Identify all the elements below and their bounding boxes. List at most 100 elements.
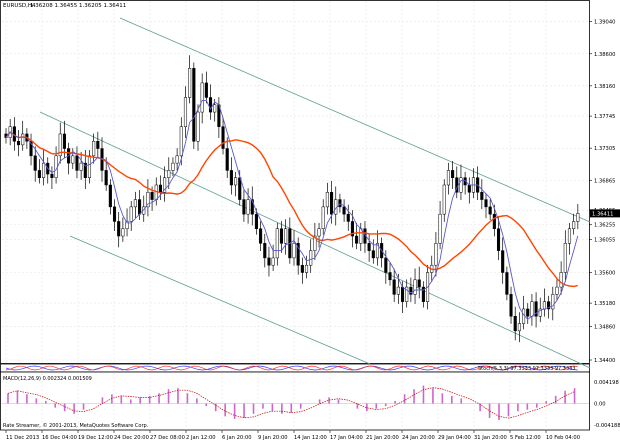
macd-label: MACD(12,26,9) 0.002324 0.001509 — [3, 376, 92, 382]
candle-body — [29, 141, 33, 157]
candle-body — [309, 250, 313, 266]
candle-body — [83, 162, 87, 178]
time-tick-label: 6 Jan 20:00 — [222, 435, 252, 441]
candle-body — [275, 228, 279, 259]
candle-body — [21, 133, 25, 146]
time-tick-label: 29 Jan 04:00 — [438, 435, 471, 441]
stoch-label: Stoch(5,3,3) 97.3333 97.3333 97.3333 — [478, 366, 576, 372]
price-tick-label: 1.34860 — [594, 324, 615, 330]
candle-body — [296, 243, 300, 266]
candle-body — [259, 228, 263, 244]
candle-body — [513, 316, 517, 332]
candle-body — [163, 177, 167, 193]
candle-body — [92, 141, 96, 157]
macd-tick-label: -0.004188 — [594, 423, 620, 429]
candle-body — [375, 243, 380, 259]
candle-body — [409, 286, 413, 295]
candle-body — [104, 170, 108, 186]
candle-body — [551, 294, 555, 310]
time-tick-label: 24 Jan 20:00 — [402, 435, 435, 441]
candle-body — [96, 141, 100, 149]
candle-body — [175, 155, 179, 164]
candle-body — [492, 213, 496, 230]
fast-ma-line — [5, 99, 579, 320]
candle-body — [300, 264, 304, 273]
candle-body — [396, 286, 400, 295]
candle-body — [572, 221, 576, 229]
candle-body — [271, 257, 275, 266]
candle-body — [526, 308, 530, 317]
candle-body — [183, 97, 188, 127]
macd-tick-label: 0.004198 — [594, 380, 619, 386]
candle-body — [438, 213, 442, 244]
time-tick-label: 21 Jan 20:00 — [366, 435, 399, 441]
price-tick-label: 1.36055 — [594, 237, 615, 243]
candle-body — [146, 192, 150, 208]
candle-body — [542, 301, 546, 310]
candle-body — [54, 155, 58, 178]
candle-body — [484, 199, 488, 208]
candle-body — [317, 228, 321, 237]
candle-body — [117, 221, 121, 237]
candle-body — [238, 177, 242, 200]
macd-signal-line — [7, 387, 575, 419]
candle-body — [133, 199, 137, 208]
candle-body — [371, 250, 375, 259]
candle-body — [413, 279, 417, 295]
candle-body — [313, 235, 317, 251]
candle-body — [563, 243, 567, 273]
candle-body — [112, 206, 117, 222]
candle-body — [530, 301, 534, 317]
candle-body — [242, 199, 246, 215]
candle-body — [359, 228, 363, 244]
candle-body — [158, 184, 162, 193]
time-tick-label: 9 Jan 20:00 — [258, 435, 288, 441]
candle-body — [442, 184, 446, 215]
candle-body — [480, 192, 484, 200]
candle-body — [263, 243, 267, 259]
candle-body — [555, 286, 559, 295]
candle-body — [208, 97, 213, 113]
candle-body — [355, 235, 359, 244]
candle-body — [451, 170, 455, 178]
price-tick-label: 1.37745 — [594, 114, 615, 120]
candle-body — [421, 286, 425, 302]
candle-body — [204, 82, 208, 98]
time-tick-label: 19 Dec 12:00 — [78, 435, 113, 441]
candle-body — [225, 148, 229, 171]
candle-body — [496, 228, 501, 251]
candle-body — [179, 126, 183, 157]
price-tick-label: 1.39040 — [594, 20, 615, 26]
candles — [4, 55, 580, 343]
candle-body — [121, 228, 125, 237]
stochastic-indicator — [5, 365, 578, 371]
candle-body — [284, 228, 288, 244]
candle-body — [459, 177, 463, 193]
macd-tick-label: 0.00 — [594, 402, 606, 408]
macd-indicator — [2, 385, 589, 420]
candle-body — [350, 221, 354, 237]
candle-body — [367, 243, 371, 251]
time-tick-label: 27 Dec 08:00 — [150, 435, 185, 441]
candle-body — [330, 192, 334, 215]
candle-body — [446, 170, 450, 186]
candle-body — [538, 308, 542, 317]
candle-body — [188, 68, 192, 98]
candle-body — [150, 192, 154, 200]
price-tick-label: 1.38160 — [594, 84, 615, 90]
candle-body — [33, 155, 37, 171]
candle-body — [517, 323, 521, 332]
current-price-box — [590, 209, 620, 218]
candle-body — [534, 301, 538, 317]
time-tick-label: 2 Jan 12:00 — [186, 435, 216, 441]
candle-body — [221, 126, 225, 149]
candle-body — [125, 221, 129, 229]
candle-body — [559, 272, 563, 288]
candle-body — [250, 199, 254, 215]
candle-body — [338, 199, 342, 208]
candle-body — [138, 199, 142, 215]
candle-body — [87, 155, 92, 178]
main-panel — [0, 0, 590, 364]
candle-body — [505, 272, 509, 295]
